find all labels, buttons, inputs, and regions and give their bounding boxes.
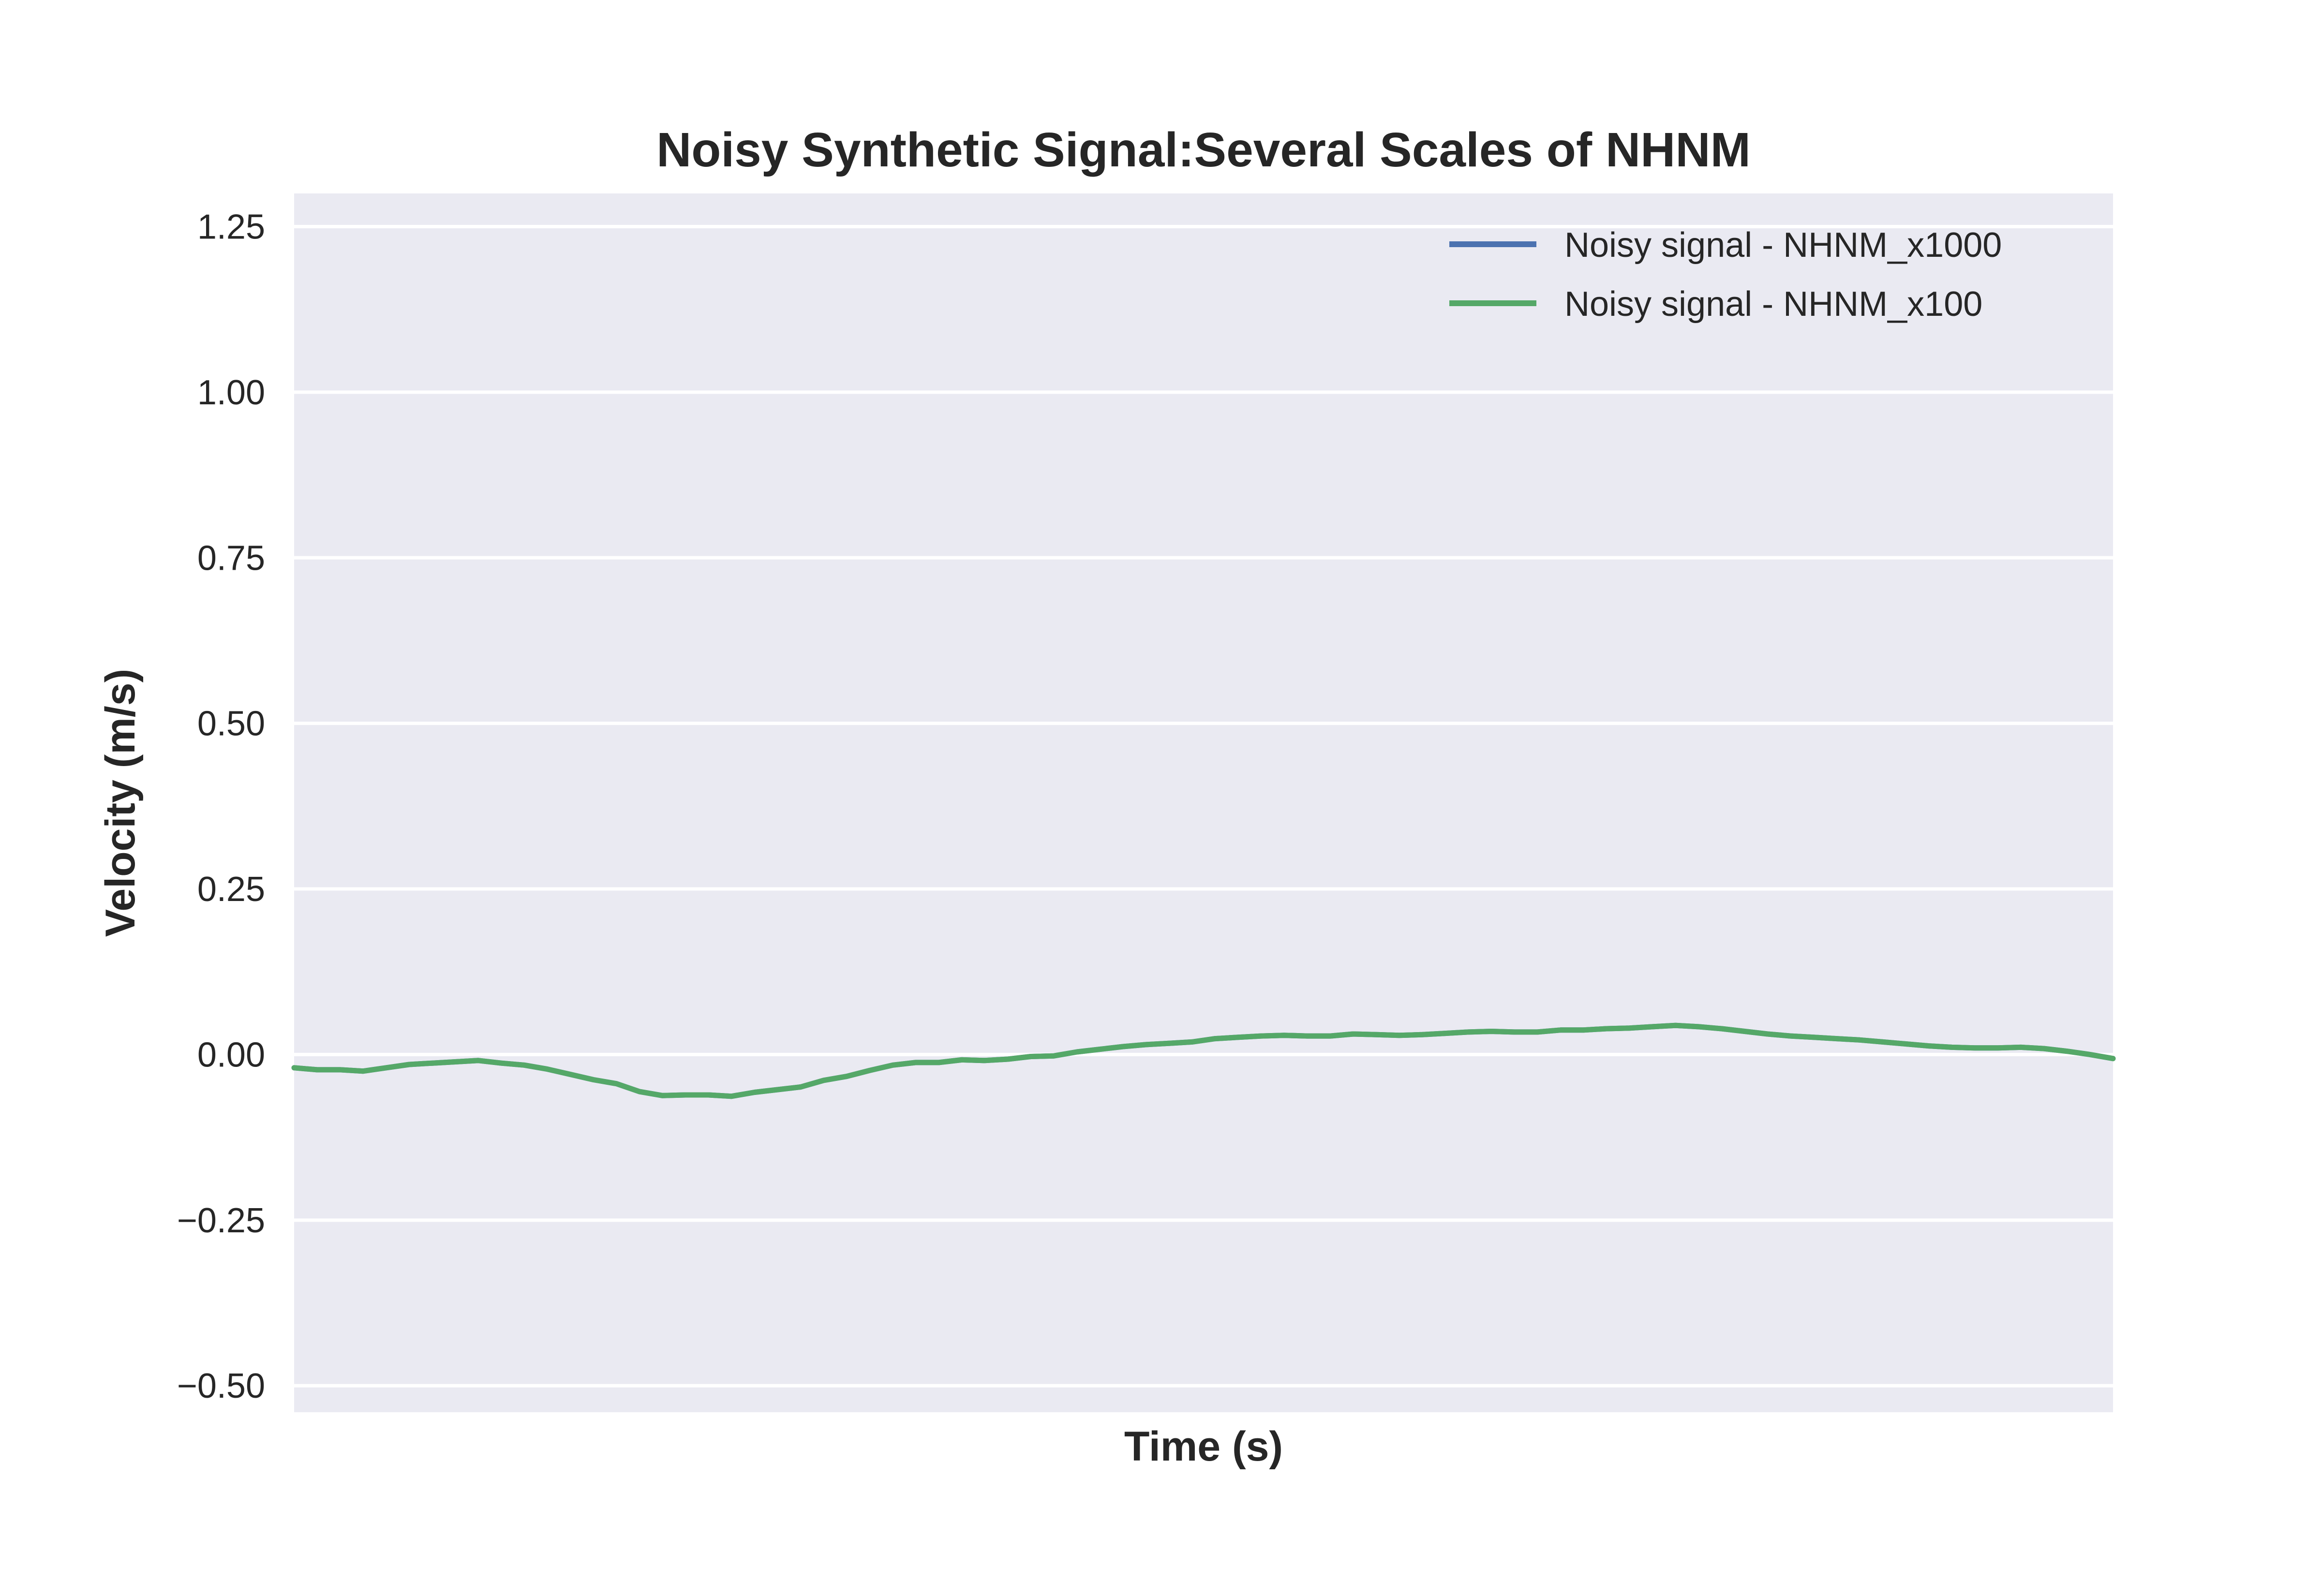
y-tick-label: 0.75: [197, 539, 265, 577]
legend-label-x100: Noisy signal - NHNM_x100: [1564, 285, 1982, 324]
legend: Noisy signal - NHNM_x1000 Noisy signal -…: [1449, 226, 2002, 324]
series-lines: [291, 1022, 2116, 1099]
y-tick-label: 0.25: [197, 870, 265, 909]
y-tick-label: −0.25: [177, 1201, 265, 1240]
legend-label-x1000: Noisy signal - NHNM_x1000: [1564, 226, 2002, 265]
grid-lines: [294, 224, 2113, 1388]
y-tick-label: 0.50: [197, 705, 265, 743]
series-line-1: [291, 1022, 2116, 1099]
y-axis-label: Velocity (m/s): [97, 669, 144, 937]
y-tick-label: −0.50: [177, 1367, 265, 1405]
y-tick-label: 0.00: [197, 1035, 265, 1074]
x-axis-label: Time (s): [1124, 1423, 1283, 1470]
y-tick-label: 1.00: [197, 373, 265, 412]
y-tick-label: 1.25: [197, 207, 265, 246]
y-tick-labels: −0.50 −0.25 0.00 0.25 0.50 0.75 1.00 1.25: [177, 207, 265, 1405]
chart-title: Noisy Synthetic Signal:Several Scales of…: [656, 123, 1751, 177]
plot-background: [294, 193, 2113, 1412]
